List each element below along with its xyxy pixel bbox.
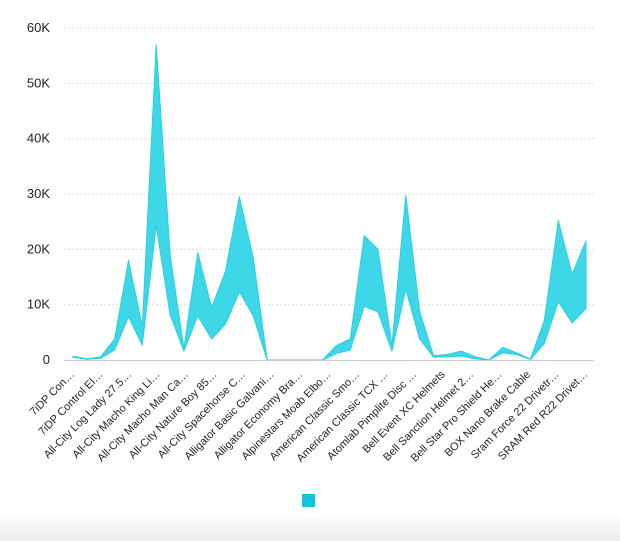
bottom-fade [0,513,620,541]
y-tick-label: 30K [27,186,50,201]
x-axis: 7iDP Con…7iDP Control El…All-City Log La… [28,368,590,464]
legend-swatch[interactable] [302,494,315,507]
y-axis: 0 10K 20K 30K 40K 50K 60K [27,20,50,367]
y-tick-label: 20K [27,241,50,256]
y-tick-label: 50K [27,75,50,90]
y-tick-label: 10K [27,297,50,312]
y-tick-label: 40K [27,131,50,146]
y-tick-label: 60K [27,20,50,35]
range-band-area [72,44,587,361]
y-tick-label: 0 [43,352,50,367]
gridlines [64,27,594,306]
